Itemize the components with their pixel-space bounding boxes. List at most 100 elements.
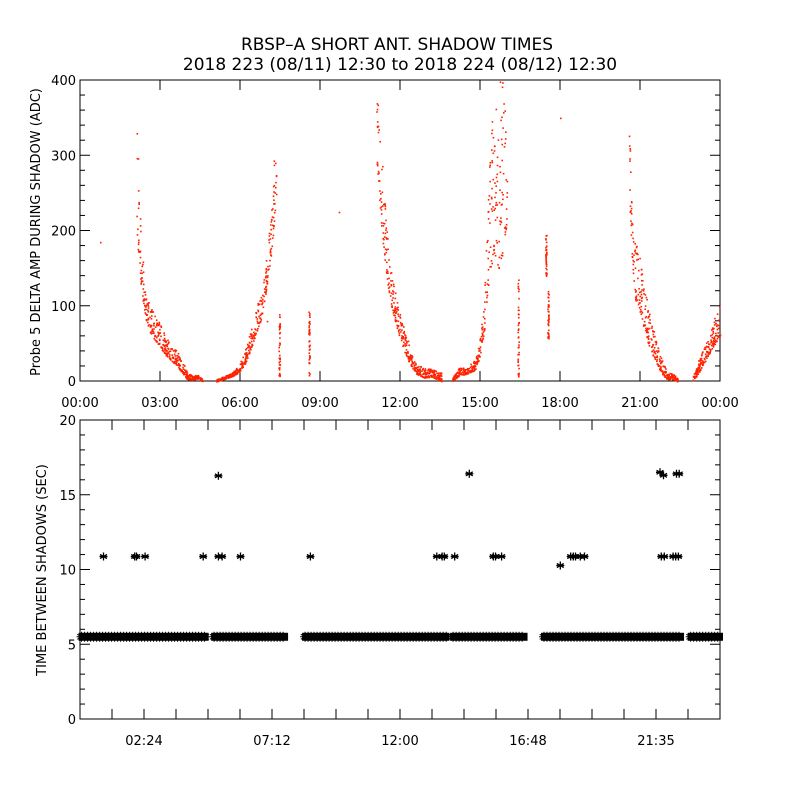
data-point bbox=[704, 348, 707, 350]
data-point bbox=[413, 361, 416, 363]
data-point bbox=[389, 266, 391, 268]
data-point bbox=[498, 240, 500, 243]
data-point bbox=[257, 309, 259, 312]
data-point bbox=[403, 326, 405, 328]
data-point bbox=[481, 327, 483, 329]
data-point bbox=[635, 297, 638, 300]
data-point bbox=[158, 332, 161, 334]
data-point bbox=[185, 371, 187, 374]
data-point bbox=[388, 286, 391, 288]
data-point bbox=[500, 217, 502, 219]
data-point bbox=[151, 315, 153, 317]
data-point bbox=[393, 302, 395, 304]
data-point bbox=[547, 292, 550, 295]
data-point bbox=[717, 324, 719, 326]
data-point bbox=[136, 157, 139, 160]
data-point bbox=[386, 270, 389, 273]
data-point bbox=[517, 337, 520, 339]
data-point bbox=[659, 355, 662, 358]
data-point bbox=[490, 260, 493, 262]
data-point bbox=[144, 309, 146, 311]
data-point-asterisk bbox=[218, 552, 227, 561]
data-point bbox=[385, 227, 388, 229]
data-point bbox=[545, 260, 548, 262]
data-point bbox=[161, 346, 164, 349]
data-point bbox=[474, 362, 477, 365]
data-point bbox=[263, 281, 265, 284]
data-point bbox=[502, 127, 504, 129]
data-point bbox=[181, 370, 183, 372]
data-point bbox=[705, 342, 708, 344]
data-point bbox=[669, 375, 672, 378]
data-point bbox=[518, 290, 520, 293]
data-point bbox=[647, 310, 649, 312]
data-point bbox=[659, 368, 661, 371]
data-point bbox=[391, 299, 393, 302]
data-point bbox=[641, 296, 643, 299]
data-point bbox=[278, 344, 281, 347]
data-point bbox=[177, 364, 180, 367]
data-point bbox=[707, 351, 710, 354]
data-point bbox=[632, 259, 634, 262]
data-point bbox=[265, 291, 267, 294]
data-point bbox=[397, 325, 399, 328]
x-tick-label: 21:00 bbox=[621, 396, 658, 411]
data-point bbox=[406, 355, 409, 358]
data-point bbox=[273, 160, 276, 162]
data-point bbox=[488, 251, 490, 253]
data-point bbox=[180, 360, 182, 362]
data-point bbox=[270, 255, 273, 257]
data-point bbox=[547, 290, 550, 293]
data-point bbox=[394, 306, 397, 308]
data-point bbox=[188, 377, 191, 380]
data-point bbox=[308, 311, 310, 314]
data-point bbox=[705, 356, 707, 358]
data-point bbox=[635, 296, 637, 298]
data-point bbox=[651, 339, 653, 341]
data-point bbox=[254, 333, 257, 336]
data-point bbox=[635, 246, 638, 249]
data-point bbox=[652, 330, 654, 333]
data-point bbox=[407, 351, 409, 353]
data-point bbox=[392, 291, 395, 293]
data-point bbox=[145, 299, 147, 301]
data-point bbox=[378, 180, 380, 182]
data-point bbox=[251, 328, 253, 331]
data-point bbox=[153, 324, 155, 327]
data-point bbox=[393, 311, 396, 314]
data-point bbox=[657, 364, 659, 366]
data-point bbox=[243, 363, 245, 365]
data-point bbox=[408, 360, 411, 362]
data-point bbox=[174, 351, 177, 353]
data-point bbox=[473, 360, 476, 363]
data-point bbox=[150, 309, 153, 312]
data-point bbox=[391, 306, 393, 308]
data-point bbox=[248, 349, 250, 352]
data-point bbox=[174, 349, 176, 351]
data-point bbox=[144, 305, 147, 308]
data-point bbox=[193, 378, 196, 381]
data-point bbox=[675, 380, 678, 382]
data-point bbox=[420, 366, 422, 368]
data-point bbox=[654, 351, 656, 353]
data-point bbox=[636, 259, 638, 261]
data-point bbox=[413, 369, 416, 371]
baseline-asterisks bbox=[300, 631, 452, 642]
data-point bbox=[386, 231, 388, 233]
data-point bbox=[394, 297, 397, 300]
data-point bbox=[192, 379, 194, 381]
data-point bbox=[152, 311, 154, 313]
data-point bbox=[436, 372, 438, 374]
data-point bbox=[165, 353, 168, 355]
data-point bbox=[186, 376, 188, 379]
data-point bbox=[272, 227, 275, 230]
data-point bbox=[238, 368, 241, 371]
data-point bbox=[166, 345, 168, 347]
data-point bbox=[482, 338, 484, 341]
data-point bbox=[486, 241, 488, 244]
data-point bbox=[499, 223, 502, 226]
data-point bbox=[471, 367, 473, 370]
data-point bbox=[399, 321, 402, 324]
data-point-asterisk bbox=[432, 552, 441, 561]
data-point bbox=[254, 328, 256, 330]
